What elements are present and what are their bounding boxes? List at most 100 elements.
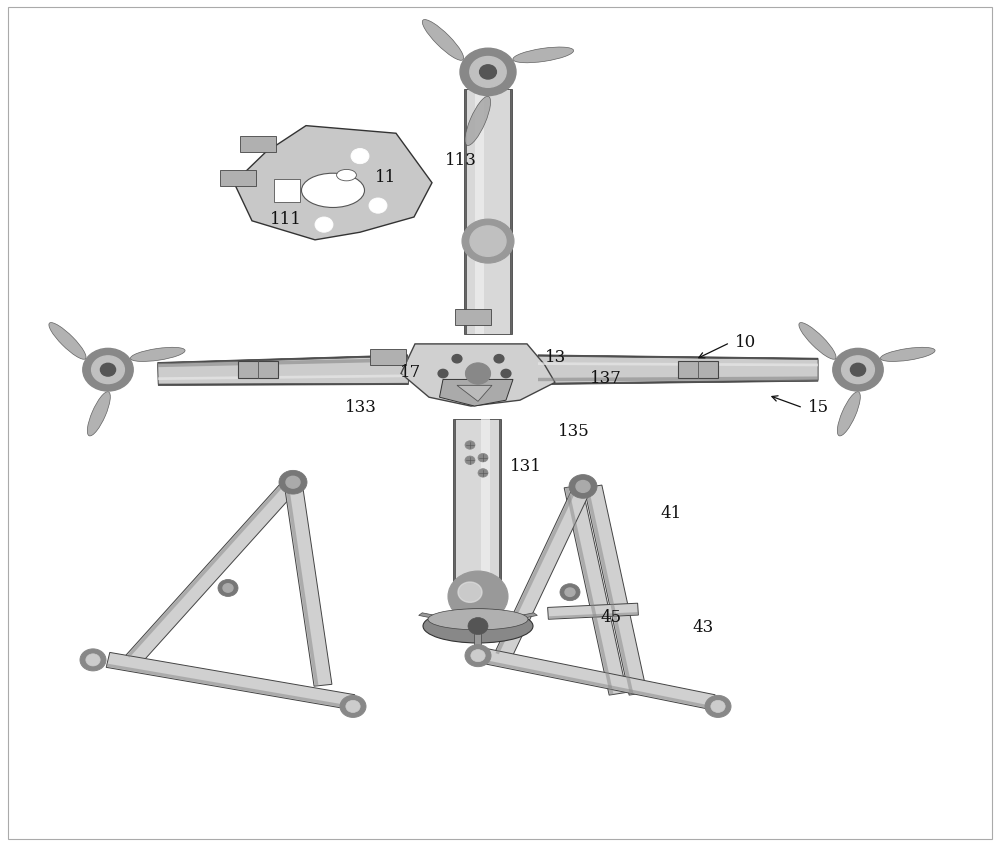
Text: 137: 137	[590, 370, 622, 387]
Polygon shape	[234, 125, 432, 240]
Circle shape	[478, 453, 488, 462]
Ellipse shape	[880, 348, 935, 361]
Ellipse shape	[130, 348, 185, 361]
Circle shape	[92, 356, 124, 383]
Circle shape	[494, 354, 504, 363]
Circle shape	[100, 363, 116, 376]
Polygon shape	[475, 89, 484, 334]
Circle shape	[83, 349, 133, 391]
Polygon shape	[455, 419, 499, 588]
Circle shape	[458, 582, 482, 602]
Polygon shape	[158, 358, 408, 367]
Polygon shape	[538, 354, 818, 385]
Bar	[238, 361, 278, 378]
Circle shape	[565, 588, 575, 596]
Polygon shape	[440, 379, 513, 406]
Text: 13: 13	[545, 349, 566, 365]
Bar	[220, 169, 256, 186]
Ellipse shape	[837, 392, 860, 436]
Circle shape	[480, 65, 496, 79]
Polygon shape	[538, 356, 818, 383]
Polygon shape	[548, 612, 638, 618]
Text: 43: 43	[692, 619, 713, 636]
Ellipse shape	[423, 609, 533, 643]
Polygon shape	[538, 376, 818, 382]
Circle shape	[346, 700, 360, 712]
Polygon shape	[284, 481, 332, 686]
Polygon shape	[565, 487, 614, 695]
Polygon shape	[486, 613, 537, 625]
Circle shape	[369, 198, 387, 213]
Circle shape	[470, 226, 506, 256]
Ellipse shape	[87, 392, 110, 436]
Circle shape	[223, 584, 233, 592]
Circle shape	[218, 580, 238, 596]
Text: 131: 131	[510, 459, 542, 475]
Text: 10: 10	[735, 334, 756, 351]
Text: 135: 135	[558, 423, 590, 440]
Polygon shape	[106, 663, 352, 709]
Ellipse shape	[422, 19, 464, 60]
Circle shape	[711, 700, 725, 712]
Circle shape	[448, 571, 508, 622]
Polygon shape	[495, 484, 579, 654]
Circle shape	[470, 57, 506, 87]
Circle shape	[80, 649, 106, 671]
Polygon shape	[158, 356, 408, 384]
Text: 133: 133	[345, 399, 377, 416]
Circle shape	[471, 650, 485, 662]
Polygon shape	[481, 648, 715, 710]
Polygon shape	[584, 485, 647, 695]
Polygon shape	[538, 362, 818, 366]
Polygon shape	[585, 487, 634, 695]
Circle shape	[850, 363, 866, 376]
Circle shape	[705, 695, 731, 717]
Polygon shape	[466, 89, 510, 334]
Circle shape	[560, 584, 580, 601]
Circle shape	[465, 363, 491, 384]
Bar	[240, 135, 276, 152]
Circle shape	[460, 48, 516, 96]
Circle shape	[465, 456, 475, 464]
Text: 45: 45	[600, 609, 621, 626]
Ellipse shape	[301, 173, 364, 207]
Circle shape	[438, 370, 448, 377]
Ellipse shape	[428, 608, 528, 629]
Polygon shape	[419, 613, 470, 625]
Circle shape	[286, 476, 300, 488]
Polygon shape	[457, 385, 492, 401]
Polygon shape	[106, 652, 355, 710]
Bar	[455, 309, 491, 326]
Circle shape	[340, 695, 366, 717]
Circle shape	[842, 356, 874, 383]
Polygon shape	[126, 478, 300, 664]
Text: 11: 11	[375, 169, 396, 186]
Polygon shape	[285, 483, 319, 686]
Circle shape	[452, 354, 462, 363]
Circle shape	[501, 370, 511, 377]
Circle shape	[465, 441, 475, 449]
Bar	[370, 349, 406, 365]
Ellipse shape	[49, 322, 86, 360]
Polygon shape	[481, 419, 490, 588]
Polygon shape	[453, 419, 501, 588]
Circle shape	[315, 217, 333, 232]
Circle shape	[478, 469, 488, 477]
Polygon shape	[127, 478, 289, 657]
Polygon shape	[158, 354, 408, 386]
Circle shape	[351, 149, 369, 164]
Bar	[678, 361, 718, 378]
Circle shape	[279, 470, 307, 494]
Text: 111: 111	[270, 212, 302, 228]
Text: 113: 113	[445, 152, 477, 169]
Circle shape	[462, 219, 514, 263]
Ellipse shape	[465, 96, 491, 146]
Ellipse shape	[337, 169, 356, 181]
Circle shape	[86, 654, 100, 666]
Polygon shape	[481, 659, 712, 709]
Text: 15: 15	[808, 399, 829, 416]
Polygon shape	[464, 89, 512, 334]
Circle shape	[468, 618, 488, 634]
Bar	[274, 179, 300, 201]
Circle shape	[465, 645, 491, 667]
